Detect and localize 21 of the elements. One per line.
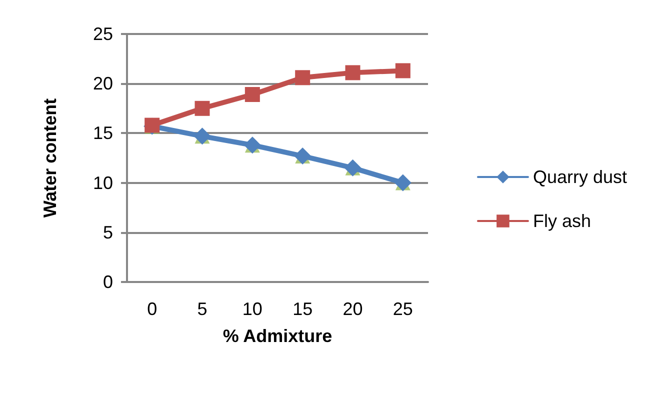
point (345, 65, 360, 80)
point (295, 70, 310, 86)
y-tick-label: 15 (92, 123, 113, 144)
y-tick-label: 10 (92, 172, 113, 193)
y-tick-label: 25 (92, 24, 113, 44)
y-axis-title: Water content (40, 98, 60, 218)
point (244, 87, 260, 102)
point (194, 100, 210, 116)
y-tick-label: 20 (92, 74, 113, 94)
x-tick-label: 25 (392, 299, 413, 319)
x-axis-title: % Admixture (222, 326, 332, 346)
point (395, 63, 410, 78)
x-tick-label: 20 (342, 299, 363, 319)
x-tick-label: 0 (147, 299, 158, 319)
y-tick-label: 5 (102, 222, 113, 242)
x-tick-label: 5 (197, 299, 208, 319)
legend-label: Fly ash (532, 211, 591, 231)
legend-label: Quarry dust (532, 167, 628, 187)
x-tick-label: 10 (242, 299, 262, 319)
x-tick-label: 15 (292, 299, 313, 319)
y-tick-label: 0 (102, 272, 113, 292)
